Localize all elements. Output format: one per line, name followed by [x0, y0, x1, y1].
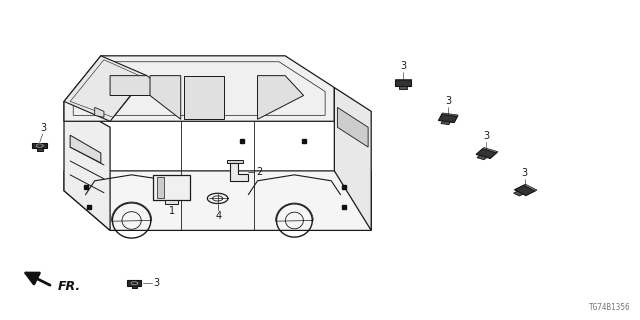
Polygon shape	[399, 86, 407, 89]
Polygon shape	[64, 56, 334, 121]
Polygon shape	[64, 171, 371, 230]
Polygon shape	[64, 101, 110, 230]
Text: TG74B1356: TG74B1356	[589, 303, 630, 312]
Polygon shape	[32, 143, 47, 148]
Polygon shape	[230, 163, 248, 181]
Polygon shape	[438, 114, 458, 123]
Polygon shape	[476, 149, 497, 158]
Polygon shape	[153, 175, 190, 200]
Polygon shape	[64, 56, 147, 121]
Polygon shape	[514, 191, 523, 196]
Polygon shape	[184, 76, 224, 119]
Polygon shape	[515, 185, 535, 196]
Text: 3: 3	[400, 61, 406, 71]
Polygon shape	[524, 184, 537, 191]
Text: 3: 3	[445, 96, 451, 106]
Text: FR.: FR.	[58, 280, 81, 293]
Polygon shape	[70, 135, 101, 163]
Polygon shape	[165, 200, 178, 204]
Polygon shape	[395, 80, 412, 86]
Polygon shape	[36, 148, 42, 151]
Polygon shape	[441, 121, 451, 124]
Polygon shape	[483, 148, 498, 153]
Polygon shape	[227, 160, 243, 163]
Text: 4: 4	[216, 211, 222, 221]
Polygon shape	[334, 88, 371, 230]
Polygon shape	[257, 76, 303, 119]
Polygon shape	[337, 108, 368, 147]
Text: 2: 2	[256, 167, 262, 177]
Polygon shape	[150, 76, 180, 119]
Polygon shape	[110, 76, 172, 95]
Text: 3: 3	[483, 132, 490, 141]
Polygon shape	[442, 113, 458, 116]
Text: 3: 3	[522, 168, 528, 178]
Polygon shape	[132, 286, 137, 288]
Polygon shape	[127, 280, 141, 286]
Text: 3: 3	[154, 278, 160, 288]
Text: 1: 1	[168, 206, 175, 216]
Polygon shape	[395, 79, 412, 80]
Polygon shape	[477, 156, 486, 160]
Text: 3: 3	[40, 123, 46, 133]
Polygon shape	[95, 108, 104, 117]
Polygon shape	[157, 177, 164, 198]
